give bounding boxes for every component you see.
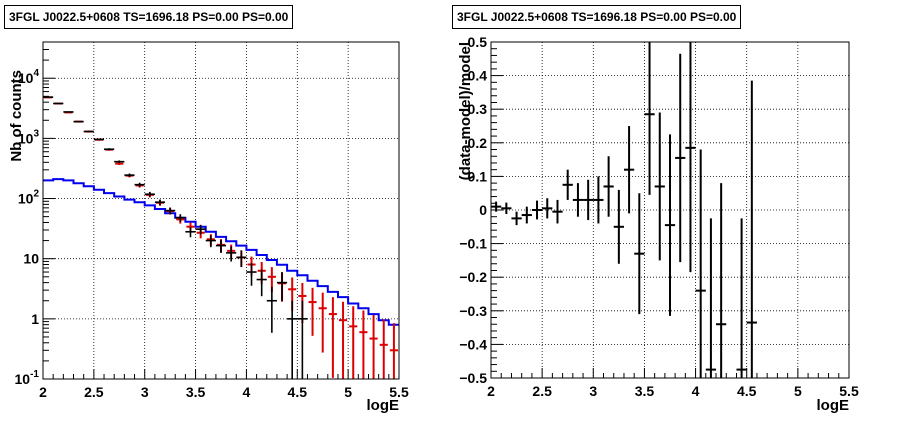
x-tick-label: 3.5 bbox=[635, 383, 655, 399]
x-axis-label: logE bbox=[817, 397, 850, 414]
residuals-plot: −0.5 −0.4 −0.3 −0.2 −0.1 0 0.1 0.2 0.3 0.4 0.5 2 2.5… bbox=[457, 34, 859, 414]
x-tick-label: 4.5 bbox=[288, 384, 308, 400]
model-line-series bbox=[43, 178, 399, 326]
x-tick-label: 5.5 bbox=[389, 384, 409, 400]
y-tick-label: −0.5 bbox=[459, 370, 487, 386]
y-tick-label: −0.3 bbox=[459, 303, 487, 319]
y-tick-label: 0 bbox=[479, 202, 487, 218]
y-tick-label: 0.5 bbox=[468, 34, 488, 50]
plot-frame bbox=[490, 41, 850, 379]
x-tick-label: 3 bbox=[589, 383, 597, 399]
x-axis-label: logE bbox=[367, 397, 400, 414]
plot-title-right: 3FGL J0022.5+0608 TS=1696.18 PS=0.00 PS=… bbox=[452, 5, 742, 29]
plot-title-left: 3FGL J0022.5+0608 TS=1696.18 PS=0.00 PS=… bbox=[4, 5, 294, 29]
residual-series bbox=[491, 42, 757, 378]
y-tick-label: 0.1 bbox=[468, 168, 488, 184]
y-tick-label: 104 bbox=[18, 68, 40, 86]
x-tick-label: 2 bbox=[487, 383, 495, 399]
x-tick-label: 4.5 bbox=[737, 383, 757, 399]
x-tick-label: 3.5 bbox=[186, 384, 206, 400]
y-tick-label: −0.1 bbox=[459, 236, 487, 252]
y-axis-label: Nb of counts bbox=[8, 70, 25, 162]
data-series bbox=[43, 96, 308, 379]
y-tick-label: 10-1 bbox=[15, 369, 40, 387]
x-tick-label: 2 bbox=[39, 384, 47, 400]
y-tick-label: 1 bbox=[31, 311, 39, 327]
y-tick-label: 102 bbox=[18, 189, 40, 207]
plot-area bbox=[43, 42, 399, 379]
y-tick-label: −0.2 bbox=[459, 269, 487, 285]
y-tick-label: 10 bbox=[23, 251, 39, 267]
y-axis-label: (data-model)/model bbox=[457, 42, 474, 180]
y-tick-label: 103 bbox=[18, 128, 40, 146]
x-tick-label: 4 bbox=[692, 383, 700, 399]
x-tick-label: 2.5 bbox=[532, 383, 552, 399]
x-tick-label: 5.5 bbox=[839, 383, 859, 399]
y-tick-label: 0.4 bbox=[468, 68, 488, 84]
y-tick-label: −0.4 bbox=[459, 336, 487, 352]
x-tick-label: 3 bbox=[141, 384, 149, 400]
y-tick-label: 0.3 bbox=[468, 101, 488, 117]
counts-plot: 2 2.5 3 3.5 4 4.5 5 5.5 10-1 1 10 102 103 104 logE Nb o… bbox=[8, 41, 409, 414]
x-tick-label: 4 bbox=[243, 384, 251, 400]
plot-frame bbox=[42, 41, 400, 380]
x-tick-label: 5 bbox=[794, 383, 802, 399]
x-tick-label: 2.5 bbox=[84, 384, 104, 400]
x-tick-label: 5 bbox=[344, 384, 352, 400]
y-tick-label: 0.2 bbox=[468, 135, 488, 151]
